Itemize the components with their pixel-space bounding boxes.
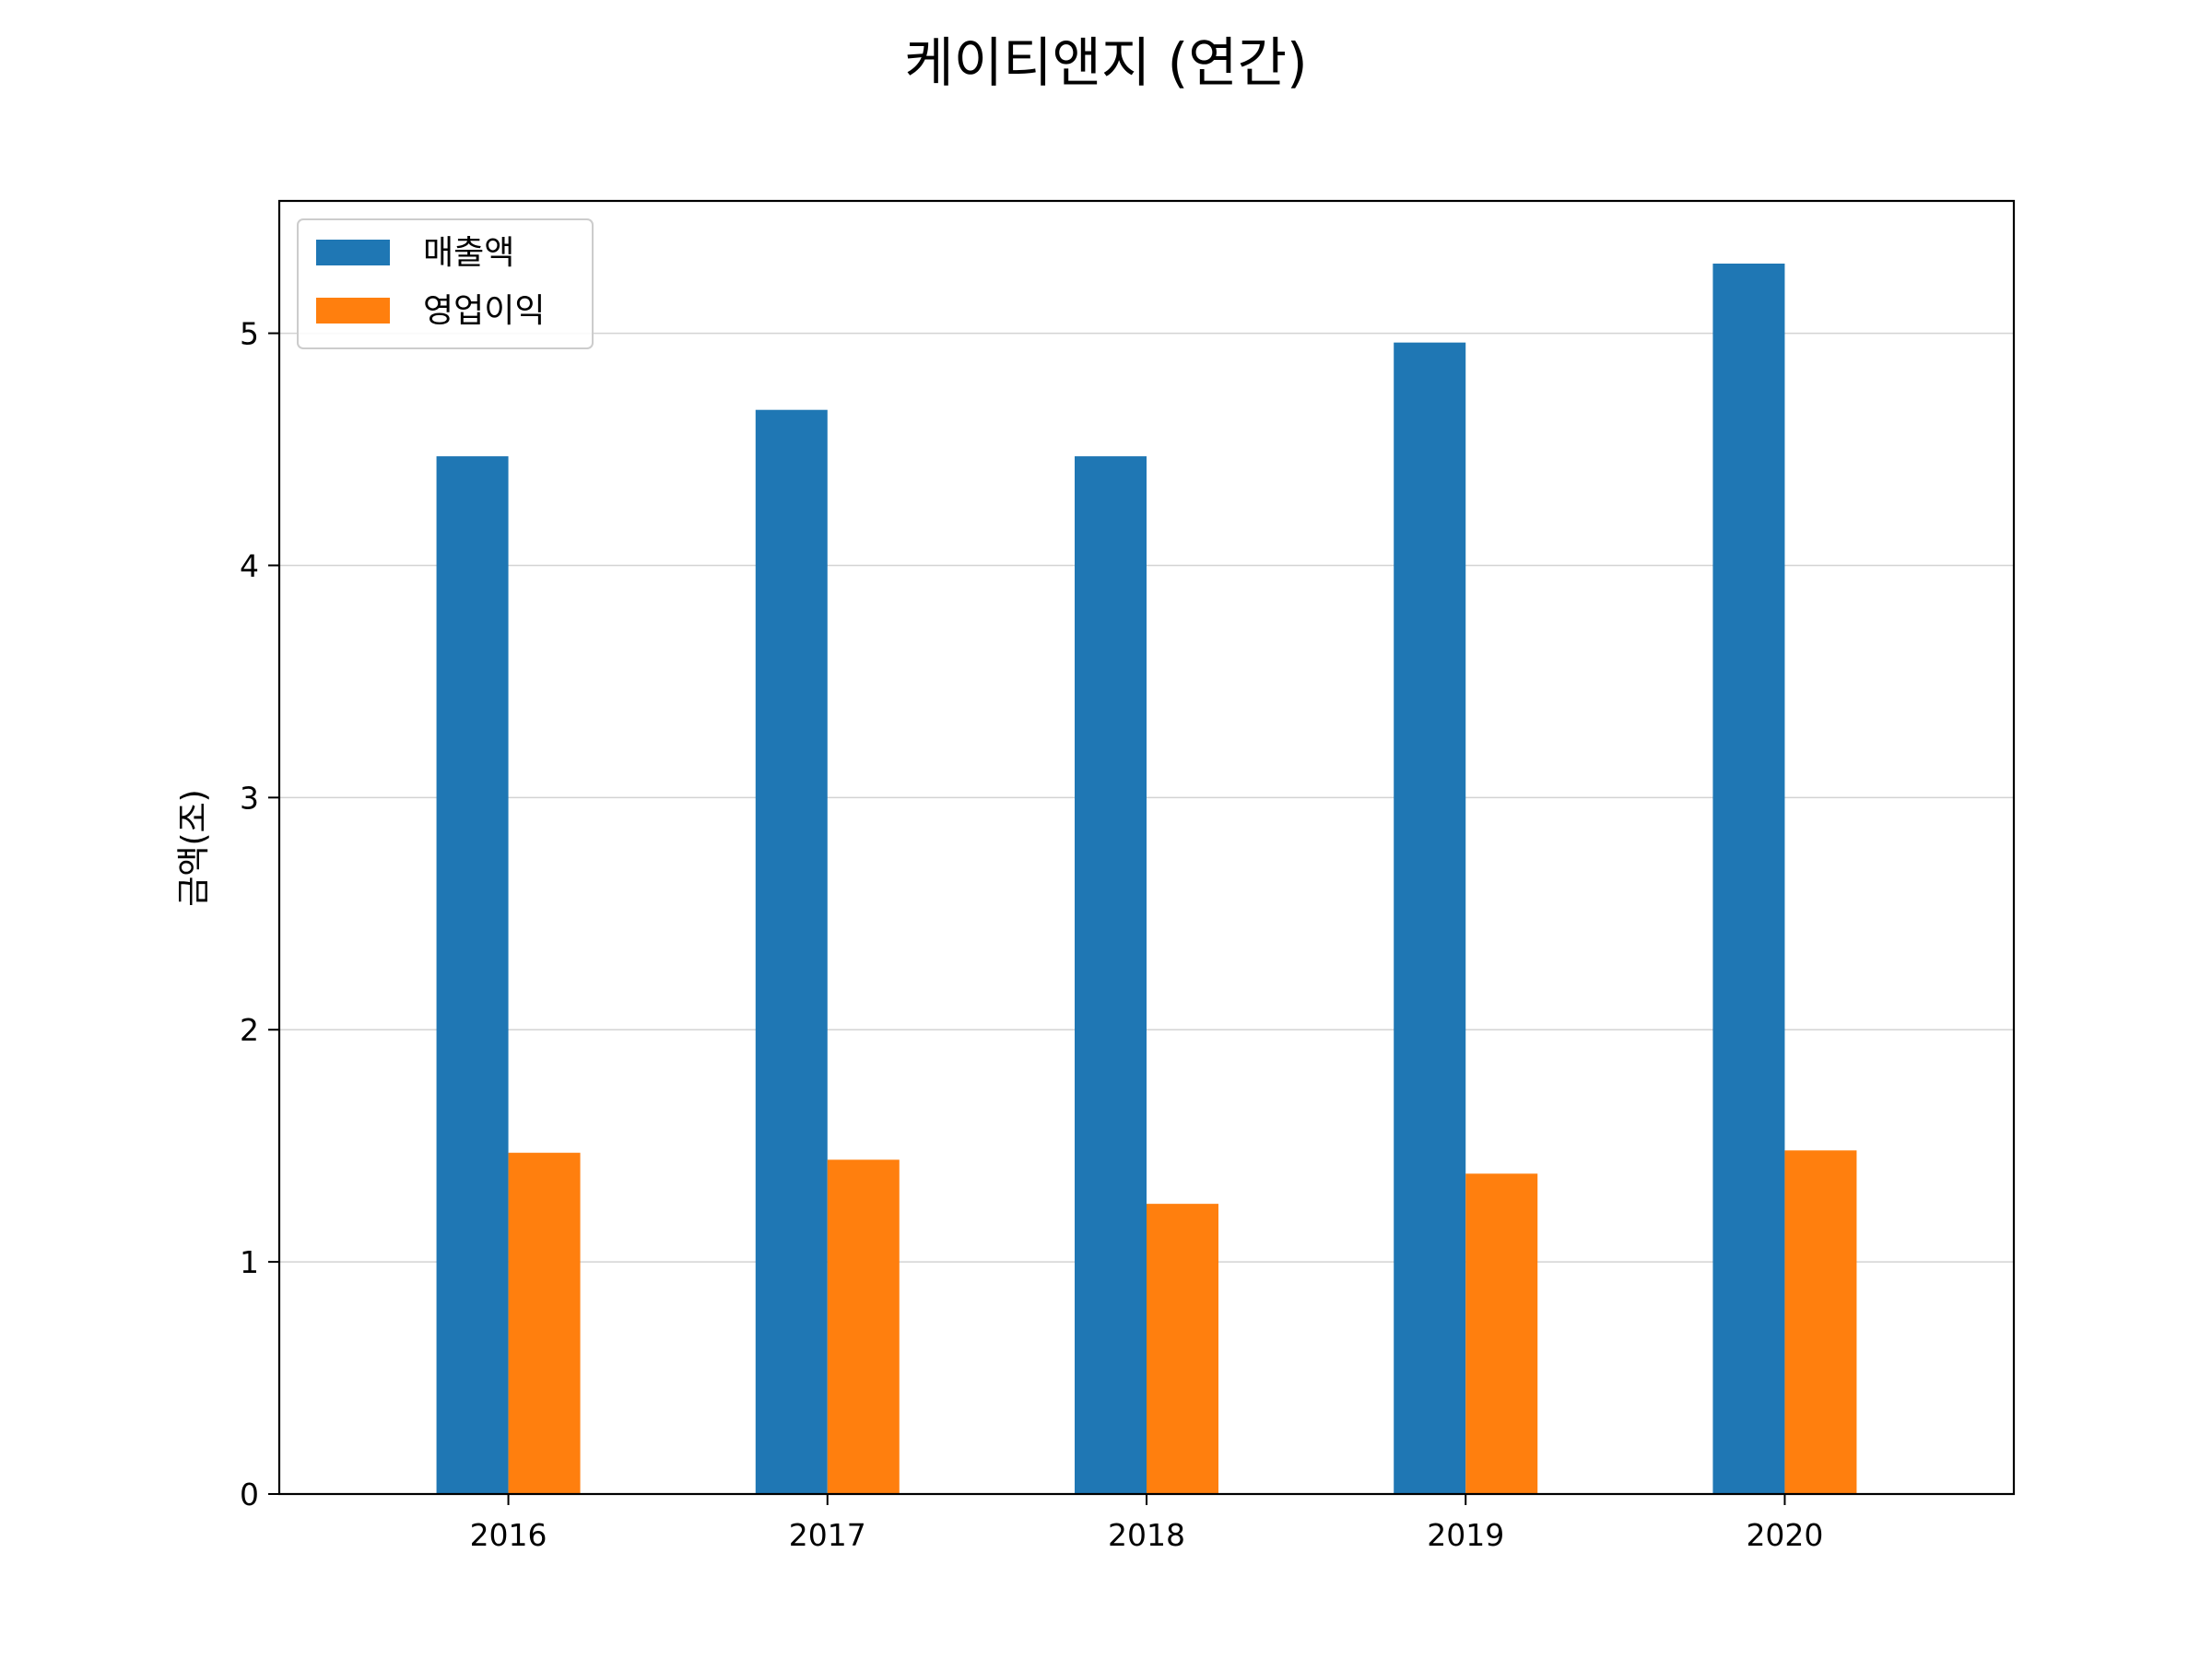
bar-revenue-2016	[436, 456, 509, 1494]
legend-label-operating-profit: 영업이익	[423, 292, 545, 330]
bar-operating-profit-2017	[827, 1159, 900, 1494]
bar-operating-profit-2020	[1784, 1150, 1857, 1494]
x-tick-label: 2016	[470, 1517, 547, 1553]
bar-revenue-2018	[1075, 456, 1147, 1494]
y-tick-label: 3	[240, 780, 259, 816]
y-axis: 0 1 2 3 4 5	[240, 316, 279, 1512]
y-tick-label: 0	[240, 1477, 259, 1512]
bars	[436, 264, 1857, 1495]
y-tick-label: 1	[240, 1244, 259, 1280]
x-axis: 2016 2017 2018 2019 2020	[470, 1494, 1823, 1553]
x-tick-label: 2020	[1746, 1517, 1823, 1553]
y-tick-label: 2	[240, 1012, 259, 1048]
bar-revenue-2020	[1712, 264, 1785, 1494]
legend: 매출액 영업이익	[297, 218, 594, 349]
y-axis-label: 금액(조)	[175, 789, 213, 906]
bar-revenue-2019	[1394, 342, 1466, 1494]
x-tick-label: 2018	[1108, 1517, 1185, 1553]
x-tick-label: 2017	[789, 1517, 866, 1553]
legend-swatch-revenue	[316, 240, 390, 265]
bar-operating-profit-2019	[1465, 1173, 1538, 1494]
bar-operating-profit-2016	[508, 1152, 581, 1494]
x-tick-label: 2019	[1427, 1517, 1504, 1553]
y-tick-label: 5	[240, 316, 259, 352]
legend-label-revenue: 매출액	[423, 234, 514, 272]
legend-swatch-operating-profit	[316, 298, 390, 324]
bar-operating-profit-2018	[1147, 1204, 1218, 1494]
bar-revenue-2017	[755, 409, 828, 1495]
y-tick-label: 4	[240, 547, 259, 583]
chart-title: 케이티앤지 (연간)	[904, 31, 1307, 94]
